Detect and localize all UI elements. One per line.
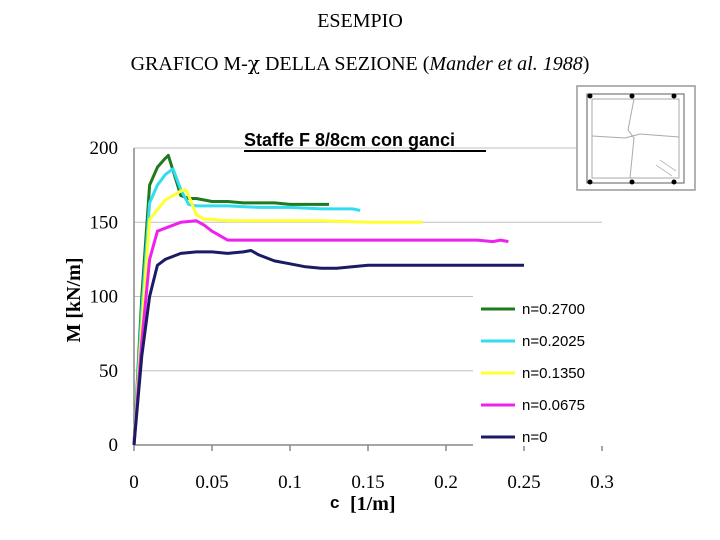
page-title: ESEMPIO	[0, 10, 720, 33]
series-line-0	[132, 153, 329, 446]
rebar-bar	[587, 179, 593, 185]
chart-legend: n=0.2700 n=0.2025 n=0.1350 n=0.0675 n=0	[473, 296, 633, 446]
rebar-bar	[671, 179, 677, 185]
series-line-4	[132, 249, 524, 446]
x-tick-label: 0.05	[195, 472, 228, 493]
cross-section-inset	[576, 85, 696, 191]
legend-label: n=0.0675	[522, 397, 585, 414]
inset-frame	[576, 85, 696, 191]
page-subtitle: GRAFICO M-χ DELLA SEZIONE (Mander et al.…	[0, 51, 720, 76]
subtitle-chi-symbol: χ	[247, 51, 260, 75]
x-axis-symbol: c	[330, 493, 339, 512]
x-tick-label: 0.3	[590, 472, 614, 493]
x-tick-label: 0.25	[507, 472, 540, 493]
y-tick-label: 0	[109, 435, 119, 456]
rebar-bar	[629, 93, 635, 99]
rebar-bar	[587, 93, 593, 99]
y-tick-label: 200	[90, 138, 119, 159]
rebar-bar	[629, 179, 635, 185]
x-axis-unit: [1/m]	[350, 493, 396, 515]
series-line-3	[132, 219, 509, 446]
stirrup-hook	[655, 159, 677, 177]
rebar-bar	[671, 93, 677, 99]
subtitle-middle: DELLA SEZIONE (	[259, 53, 430, 75]
stirrup-horizontal-tie	[591, 133, 680, 139]
stirrup-vertical-tie	[627, 98, 635, 179]
y-tick-label: 100	[90, 287, 119, 308]
legend-label: n=0.1350	[522, 365, 585, 382]
subtitle-citation: Mander et al. 1988	[429, 53, 583, 75]
legend-label: n=0.2025	[522, 333, 585, 350]
legend-label: n=0.2700	[522, 301, 585, 318]
x-tick-label: 0	[129, 472, 139, 493]
y-tick-labels: 0 50 100 150 200	[90, 138, 119, 456]
chart-subtitle: Staffe F 8/8cm con ganci	[244, 130, 455, 150]
section-outline	[586, 93, 685, 184]
legend-box	[473, 296, 633, 446]
y-axis-label: M [kN/m]	[63, 258, 85, 343]
data-series	[132, 153, 524, 446]
x-tick-label: 0.15	[351, 472, 384, 493]
page-title-text: ESEMPIO	[317, 10, 403, 32]
y-tick-label: 150	[90, 212, 119, 233]
subtitle-suffix: )	[582, 53, 590, 75]
x-tick-label: 0.1	[278, 472, 302, 493]
series-line-1	[132, 167, 361, 446]
y-tick-label: 50	[99, 361, 118, 382]
series-line-2	[132, 188, 423, 446]
legend-label: n=0	[522, 429, 547, 446]
x-tick-labels: 0 0.05 0.1 0.15 0.2 0.25 0.3	[129, 472, 614, 493]
stirrup-outer	[591, 98, 680, 179]
x-tick-label: 0.2	[434, 472, 458, 493]
subtitle-prefix: GRAFICO M-	[130, 53, 248, 75]
